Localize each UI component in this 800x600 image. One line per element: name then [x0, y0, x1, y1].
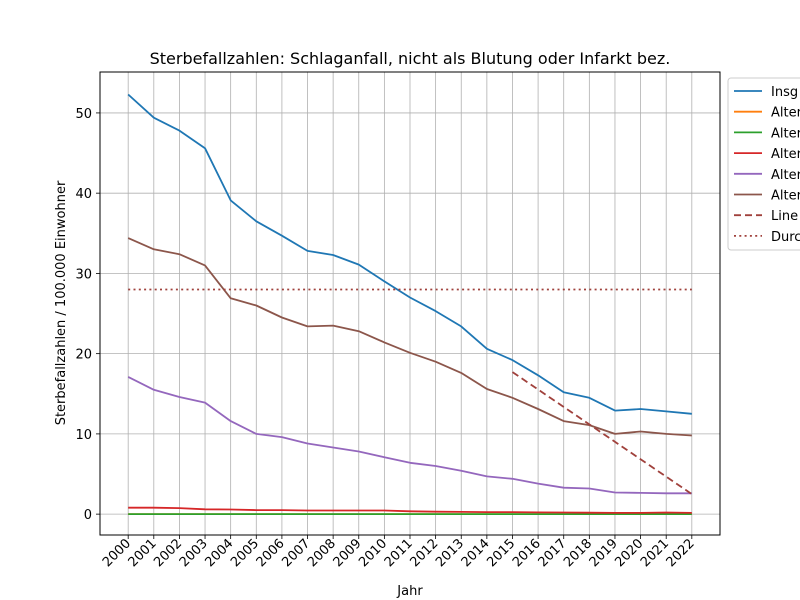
- y-tick-label: 20: [75, 348, 92, 363]
- y-tick-label: 40: [75, 187, 92, 202]
- legend-label: Insg: [771, 85, 798, 100]
- legend-box: [727, 77, 800, 251]
- series-line-4: [127, 376, 692, 495]
- y-tick-label: 10: [75, 428, 92, 443]
- legend-label: Durc: [771, 230, 800, 245]
- y-tick-label: 50: [75, 107, 92, 122]
- legend-label: Alter: [771, 126, 800, 141]
- chart-title: Sterbefallzahlen: Schlaganfall, nicht al…: [150, 49, 671, 68]
- series-lines: [127, 93, 693, 515]
- series-line-6: [511, 371, 693, 495]
- legend-label: Alter: [771, 106, 800, 121]
- y-tick-label: 0: [84, 508, 92, 523]
- x-axis-label: Jahr: [396, 584, 423, 599]
- series-line-5: [127, 237, 692, 437]
- y-axis-label: Sterbefallzahlen / 100.000 Einwohner: [54, 180, 69, 425]
- legend-label: Alter: [771, 147, 800, 162]
- legend-label: Alter: [771, 189, 800, 204]
- y-axis-ticks: 0 10 20 30 40 50: [75, 107, 100, 523]
- series-line-0: [127, 93, 692, 415]
- legend-label: Line: [771, 209, 798, 224]
- y-tick-label: 30: [75, 267, 92, 282]
- legend: Insg Alter Alter Alter Alter Alter Line Durc: [727, 77, 800, 251]
- series-line-3: [128, 506, 692, 514]
- legend-label: Alter: [771, 168, 800, 183]
- grid: [100, 72, 720, 535]
